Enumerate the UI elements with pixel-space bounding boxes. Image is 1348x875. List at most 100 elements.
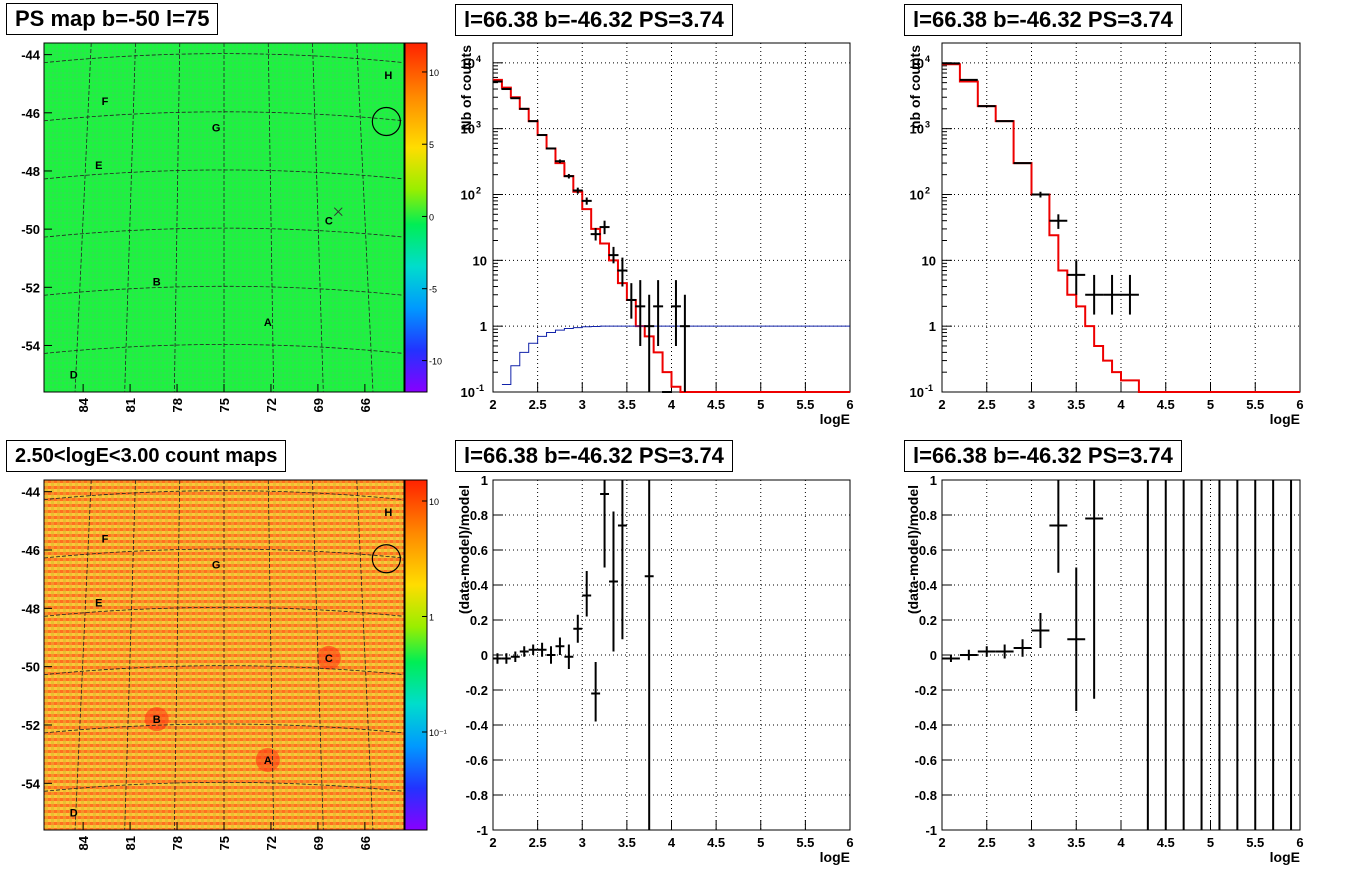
residual-plot-2: 2 2.5 3 3.5 4 4.5 5 5.5 6 1 0.8 0.6 0.4 0.2 0 -0.2 -0.4 -… — [905, 473, 1304, 865]
graticule-parallel — [43, 227, 405, 238]
residual-title-2: l=66.38 b=-46.32 PS=3.74 — [904, 440, 1182, 472]
graticule-parallel — [43, 490, 405, 501]
x-tick-label: 4.5 — [707, 397, 725, 412]
y-tick-label: -48 — [21, 601, 40, 616]
source-label-A: A — [264, 755, 272, 767]
y-tick-exponent: 4 — [925, 54, 930, 64]
colorbar-tick-label: 5 — [429, 140, 434, 150]
count-map-title: 2.50<logE<3.00 count maps — [6, 440, 287, 472]
x-axis-label: logE — [820, 411, 850, 427]
x-tick-label: 3 — [579, 835, 586, 850]
y-tick-label: 1 — [929, 319, 936, 334]
y-tick-label: 10 — [922, 253, 936, 268]
y-tick-label: 1 — [481, 473, 488, 488]
y-tick-label: -0.4 — [466, 718, 489, 733]
x-tick-label: 4.5 — [1157, 835, 1175, 850]
spectrum-title-2: l=66.38 b=-46.32 PS=3.74 — [904, 4, 1182, 36]
x-tick-label: 5.5 — [796, 835, 814, 850]
x-tick-label: 6 — [846, 835, 853, 850]
target-circle — [371, 106, 401, 137]
x-tick-label: 2 — [489, 397, 496, 412]
x-tick-label: 2 — [489, 835, 496, 850]
graticule-parallel — [43, 665, 405, 676]
x-tick-label: 4 — [1117, 835, 1125, 850]
graticule-meridian — [74, 42, 92, 393]
y-tick-label: 0.6 — [919, 543, 937, 558]
graticule-meridian — [74, 479, 92, 831]
y-tick-label: -52 — [21, 280, 40, 295]
source-label-H: H — [384, 507, 392, 519]
colorbar — [404, 479, 428, 831]
colorbar-tick-label: 10⁻¹ — [429, 728, 447, 738]
model-step-series-0 — [942, 63, 1300, 393]
x-tick-label: 3.5 — [1067, 835, 1085, 850]
x-tick-label: 69 — [311, 836, 326, 850]
y-tick-label: -0.2 — [466, 683, 488, 698]
y-axis-label: nb of counts — [907, 45, 923, 129]
y-tick-exponent: 2 — [925, 185, 930, 195]
y-tick-label: 0 — [930, 648, 937, 663]
y-tick-label: -0.2 — [915, 683, 937, 698]
source-label-F: F — [102, 96, 109, 108]
ps-map-title: PS map b=-50 l=75 — [6, 3, 219, 35]
source-label-F: F — [102, 533, 109, 545]
y-tick-exponent: -1 — [925, 383, 933, 393]
x-tick-label: 5 — [1207, 835, 1214, 850]
y-tick-label: -1 — [476, 823, 488, 838]
colorbar-tick-label: 10 — [429, 68, 439, 78]
source-label-H: H — [384, 70, 392, 82]
source-hotspot — [255, 748, 280, 772]
model-step-series-1 — [501, 325, 850, 385]
source-hotspot — [144, 707, 169, 732]
x-tick-label: 3.5 — [618, 835, 636, 850]
graticule-meridian — [173, 42, 181, 393]
colorbar-tick-label: 0 — [429, 212, 434, 222]
x-axis-label: logE — [1270, 411, 1300, 427]
x-tick-label: 3 — [579, 397, 586, 412]
graticule-meridian — [124, 479, 136, 831]
graticule-meridian — [173, 479, 181, 831]
x-tick-label: 78 — [170, 398, 185, 412]
graticule-meridian — [356, 479, 374, 831]
x-tick-label: 5 — [1207, 397, 1214, 412]
source-label-G: G — [212, 560, 221, 572]
x-tick-label: 84 — [76, 397, 91, 412]
x-tick-label: 6 — [846, 397, 853, 412]
x-tick-label: 81 — [123, 836, 138, 850]
source-hotspot — [316, 645, 341, 670]
graticule-parallel — [43, 285, 405, 296]
x-tick-label: 72 — [264, 836, 279, 850]
graticule-meridian — [267, 479, 275, 831]
graticule-meridian — [124, 42, 136, 393]
x-tick-label: 3.5 — [618, 397, 636, 412]
y-axis-label: (data-model)/model — [456, 485, 472, 614]
y-tick-label: 0.8 — [919, 508, 937, 523]
x-tick-label: 66 — [358, 836, 373, 850]
y-tick-label: -46 — [21, 543, 40, 558]
y-tick-label: -50 — [21, 222, 40, 237]
graticule-parallel — [43, 169, 405, 180]
colorbar-tick-label: -10 — [429, 357, 442, 367]
x-tick-label: 5.5 — [1246, 835, 1264, 850]
source-label-A: A — [264, 317, 272, 329]
x-tick-label: 6 — [1296, 835, 1303, 850]
x-tick-label: 66 — [358, 398, 373, 412]
y-tick-label: 10 — [910, 187, 924, 202]
y-tick-label: 10 — [461, 122, 475, 137]
x-tick-label: 2.5 — [978, 835, 996, 850]
y-tick-label: 1 — [930, 473, 937, 488]
y-tick-label: 10 — [461, 385, 475, 400]
graticule-parallel — [43, 548, 405, 559]
y-tick-label: -0.4 — [915, 718, 938, 733]
y-axis-label: (data-model)/model — [905, 485, 921, 614]
y-tick-exponent: 3 — [925, 120, 930, 130]
y-tick-label: -44 — [21, 485, 41, 500]
x-tick-label: 5 — [757, 835, 764, 850]
graticule-parallel — [43, 53, 405, 64]
y-tick-label: 10 — [473, 253, 487, 268]
y-tick-label: 0.8 — [470, 508, 488, 523]
x-axis-label: logE — [820, 849, 850, 865]
